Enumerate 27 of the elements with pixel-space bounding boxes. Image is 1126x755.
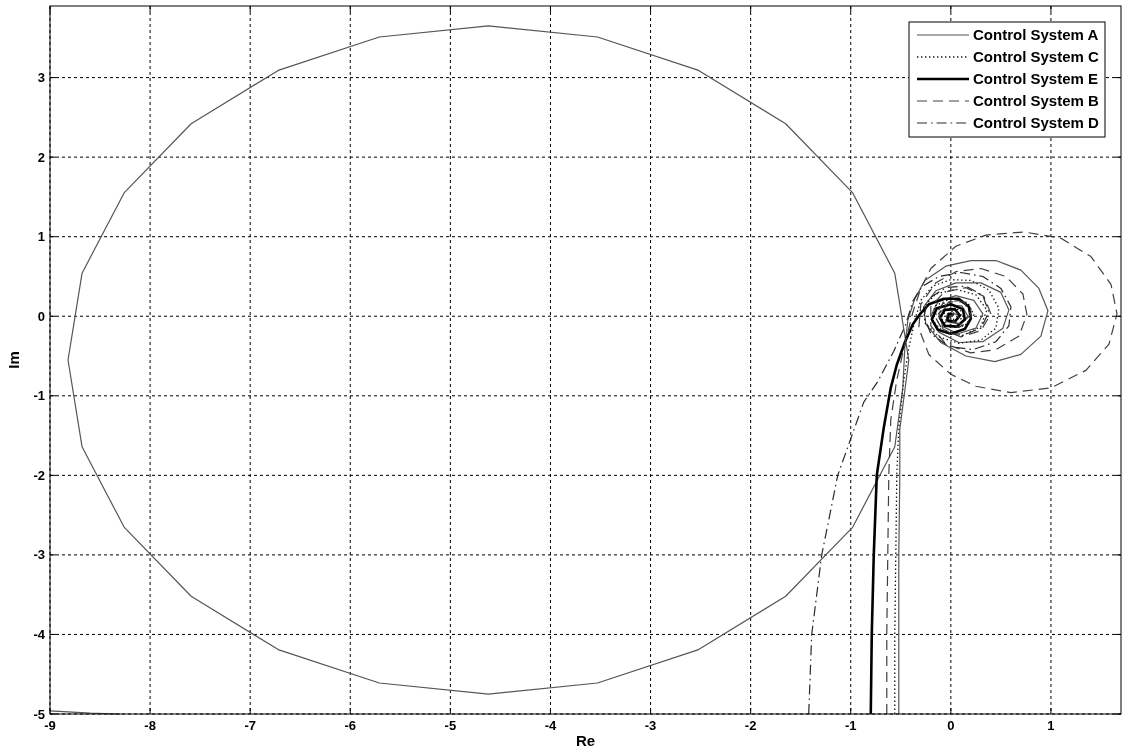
x-tick-label: -7 — [244, 718, 256, 733]
y-tick-label: -1 — [33, 388, 45, 404]
x-tick-label: -1 — [844, 718, 857, 733]
x-tick-label: -2 — [744, 718, 757, 733]
x-tick-label: 1 — [1047, 718, 1055, 733]
x-tick-label: -4 — [544, 718, 558, 733]
y-tick-label: -3 — [33, 547, 45, 563]
x-axis-title: Re — [575, 732, 596, 749]
legend-label: Control System C — [973, 48, 1100, 65]
x-tick-label: -8 — [144, 718, 156, 733]
y-tick-label: -2 — [33, 467, 45, 483]
y-axis-title: Im — [5, 351, 22, 369]
legend-label: Control System A — [973, 26, 1099, 43]
legend-label: Control System E — [973, 70, 1099, 87]
y-tick-label: 0 — [37, 308, 45, 324]
x-tick-label: 0 — [947, 718, 955, 733]
legend-label: Control System B — [973, 92, 1100, 109]
x-tick-label: -6 — [344, 718, 357, 733]
y-tick-label: 1 — [37, 229, 45, 245]
y-tick-label: 3 — [37, 70, 45, 86]
x-tick-label: -9 — [44, 718, 56, 733]
x-tick-label: -5 — [444, 718, 457, 733]
y-tick-label: -5 — [33, 706, 45, 722]
y-tick-label: 2 — [37, 149, 45, 165]
x-tick-label: -3 — [644, 718, 657, 733]
legend-label: Control System D — [973, 114, 1100, 131]
y-tick-label: -4 — [33, 626, 46, 642]
